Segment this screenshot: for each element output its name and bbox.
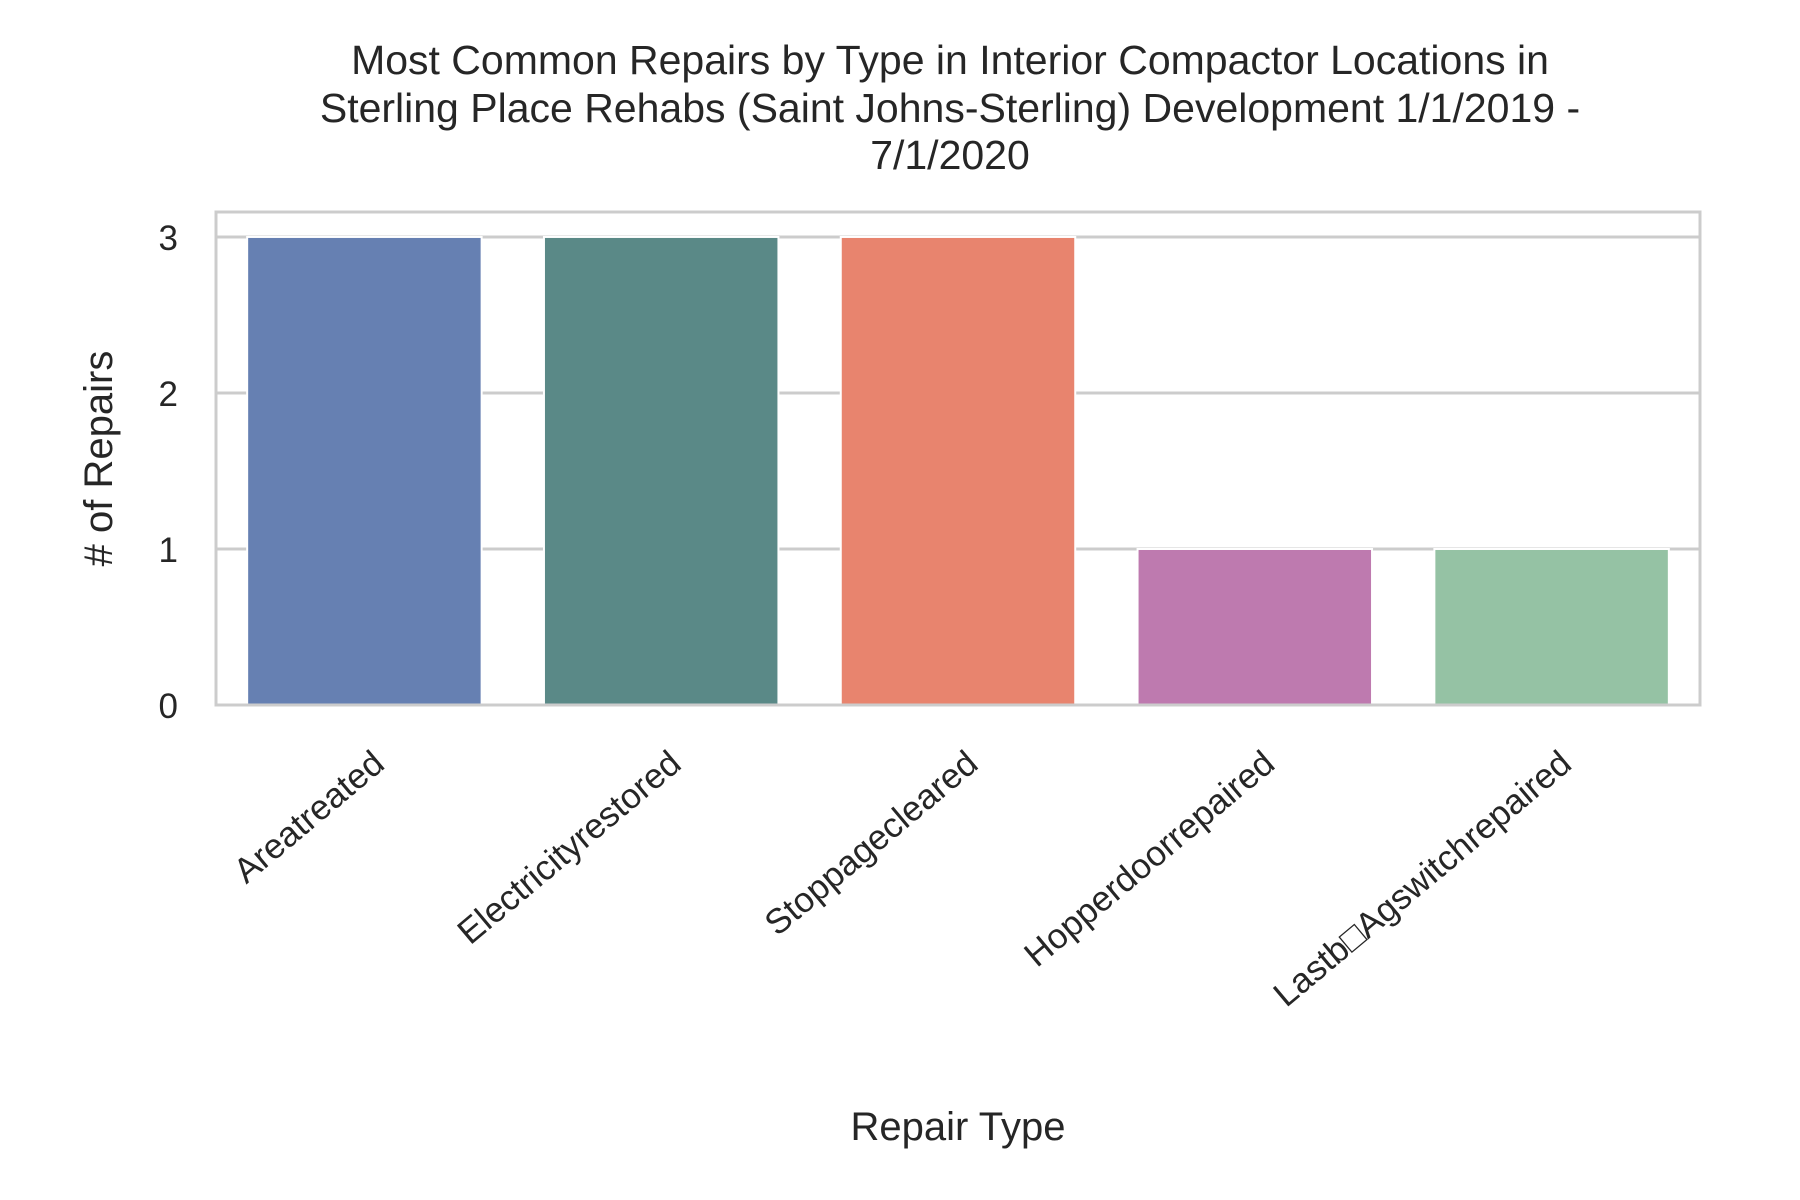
x-tick-label-2: Stoppagecleared bbox=[757, 743, 985, 943]
chart-title-line-2: Sterling Place Rehabs (Saint Johns-Sterl… bbox=[320, 85, 1580, 131]
bar-0 bbox=[246, 235, 483, 706]
chart-title-line-3: 7/1/2020 bbox=[870, 132, 1030, 178]
bar-3 bbox=[1136, 547, 1374, 707]
y-axis-ticks: 0 1 2 3 bbox=[159, 219, 178, 726]
y-tick-label-1: 1 bbox=[159, 531, 178, 570]
bar-2 bbox=[839, 235, 1077, 706]
bar-1 bbox=[542, 235, 780, 706]
y-axis-label: # of Repairs bbox=[77, 351, 121, 567]
x-tick-label-0: Areatreated bbox=[226, 743, 391, 890]
x-axis-label: Repair Type bbox=[851, 1105, 1066, 1149]
plot-frame bbox=[214, 210, 1702, 707]
y-tick-label-3: 3 bbox=[159, 219, 178, 258]
x-tick-label-4: Lastb□Agswitchrepaired bbox=[1266, 743, 1579, 1014]
x-axis-ticks: Areatreated Electricityrestored Stoppagecl… bbox=[226, 743, 1578, 1014]
x-tick-label-3: Hopperdoorrepaired bbox=[1017, 743, 1282, 974]
y-tick-label-0: 0 bbox=[159, 687, 178, 726]
bars bbox=[246, 235, 1670, 707]
y-tick-label-2: 2 bbox=[159, 375, 178, 414]
chart-title: Most Common Repairs by Type in Interior … bbox=[320, 37, 1580, 178]
chart-title-line-1: Most Common Repairs by Type in Interior … bbox=[351, 37, 1549, 83]
bar-4 bbox=[1433, 547, 1670, 707]
x-tick-label-1: Electricityrestored bbox=[450, 743, 688, 952]
